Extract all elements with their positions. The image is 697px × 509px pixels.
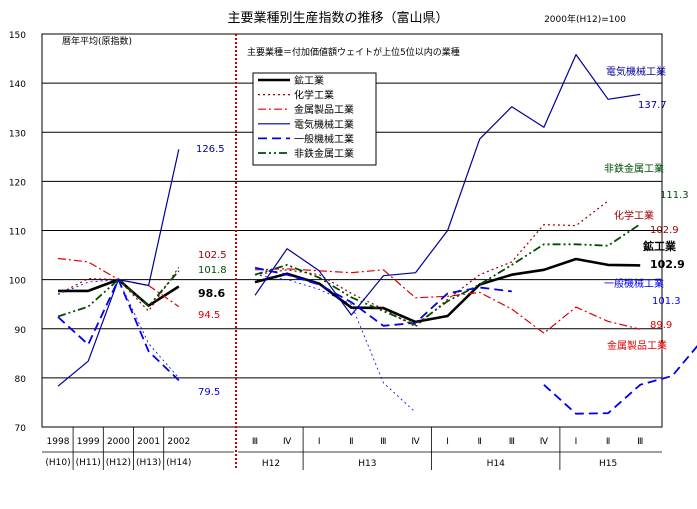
x-quarter-label: Ⅰ <box>318 437 321 447</box>
series-name-label: 非鉄金属工業 <box>604 162 664 175</box>
y-tick-label: 110 <box>9 228 26 238</box>
series-lines <box>57 53 697 415</box>
data-label: 101.8 <box>198 265 227 276</box>
legend-label: 金属製品工業 <box>294 103 354 116</box>
series-quarterly-line <box>254 257 641 324</box>
series-name-label: 化学工業 <box>614 209 654 222</box>
x-quarter-label: Ⅲ <box>637 437 643 447</box>
x-quarter-label: Ⅰ <box>446 437 449 447</box>
series-quarterly-line <box>254 223 641 326</box>
x-era-label: (H12) <box>106 458 131 468</box>
x-era-label: (H11) <box>76 458 101 468</box>
x-axis: 1998 (H10) 1999 (H11) 2000 (H12) 2001 (H13) 2002… <box>42 427 662 470</box>
chart-title: 主要業種別生産指数の推移（富山県） <box>227 10 448 26</box>
x-tick-label: 1999 <box>77 437 100 447</box>
series-name-label: 金属製品工業 <box>607 339 667 352</box>
base-note: 2000年(H12)=100 <box>544 13 626 25</box>
y-tick-label: 150 <box>9 31 26 41</box>
legend-label: 鉱工業 <box>294 74 324 87</box>
series-annual-line <box>57 278 180 381</box>
series-name-label: 鉱工業 <box>643 239 677 253</box>
annual-note: 暦年平均(原指数) <box>62 35 132 47</box>
x-tick-label: 2001 <box>137 437 160 447</box>
data-label: 79.5 <box>198 387 220 398</box>
y-tick-label: 140 <box>9 80 26 90</box>
series-annual-line-thin <box>57 279 180 379</box>
legend-label: 化学工業 <box>294 89 334 102</box>
series-name-label: 電気機械工業 <box>606 65 666 78</box>
x-tick-label: 1998 <box>47 437 70 447</box>
x-tick-label: 2000 <box>107 437 130 447</box>
data-labels: 98.6 102.9 鉱工業 102.5 102.9 化学工業 94.5 89.9 金属製品工業… <box>196 65 689 398</box>
y-tick-label: 130 <box>9 129 26 139</box>
series-name-label: 一般機械工業 <box>604 277 664 290</box>
x-quarter-label: Ⅲ <box>380 437 386 447</box>
data-label: 102.5 <box>198 250 227 261</box>
industries-note: 主要業種＝付加価値額ウェイトが上位5位以内の業種 <box>247 46 460 58</box>
x-tick-label: 2002 <box>167 437 190 447</box>
x-quarter-label: Ⅲ <box>252 437 258 447</box>
series-annual-line <box>57 266 180 312</box>
x-quarter-label: Ⅳ <box>411 437 420 447</box>
data-label: 111.3 <box>660 190 689 201</box>
plot-frame <box>41 33 663 428</box>
series-quarterly-line <box>254 53 641 316</box>
x-quarter-label: Ⅱ <box>349 437 353 447</box>
y-tick-label: 120 <box>9 178 26 188</box>
x-quarter-label: Ⅳ <box>540 437 549 447</box>
x-quarter-label: Ⅱ <box>606 437 610 447</box>
x-year-label: H15 <box>599 459 617 469</box>
y-tick-label: 90 <box>15 326 27 336</box>
x-era-label: (H10) <box>45 458 70 468</box>
y-axis: 70 80 90 100 110 120 130 140 150 <box>9 31 26 434</box>
data-label: 137.7 <box>638 100 667 111</box>
y-tick-label: 80 <box>15 375 27 385</box>
data-label: 102.9 <box>650 258 685 271</box>
x-year-label: H14 <box>487 459 505 469</box>
legend-label: 電気機械工業 <box>294 118 354 131</box>
x-quarter-label: Ⅳ <box>283 437 292 447</box>
series-annual-line <box>57 270 180 318</box>
series-quarterly-line <box>254 266 512 327</box>
legend-label: 非鉄金属工業 <box>294 147 354 160</box>
x-year-label: H13 <box>358 459 376 469</box>
data-label: 89.9 <box>650 320 672 331</box>
legend-box <box>252 72 377 166</box>
y-tick-label: 70 <box>15 424 27 434</box>
data-label: 101.3 <box>652 296 681 307</box>
data-label: 102.9 <box>650 225 679 236</box>
y-tick-label: 100 <box>9 277 26 287</box>
x-era-label: (H14) <box>166 458 191 468</box>
x-quarter-label: Ⅱ <box>477 437 481 447</box>
data-label: 126.5 <box>196 144 225 155</box>
legend-label: 一般機械工業 <box>294 132 354 145</box>
data-label: 94.5 <box>198 310 220 321</box>
data-label: 98.6 <box>198 287 225 300</box>
series-annual-line <box>57 149 180 387</box>
x-era-label: (H13) <box>136 458 161 468</box>
x-quarter-label: Ⅰ <box>575 437 578 447</box>
x-year-label: H12 <box>262 459 280 469</box>
x-quarter-label: Ⅲ <box>509 437 515 447</box>
